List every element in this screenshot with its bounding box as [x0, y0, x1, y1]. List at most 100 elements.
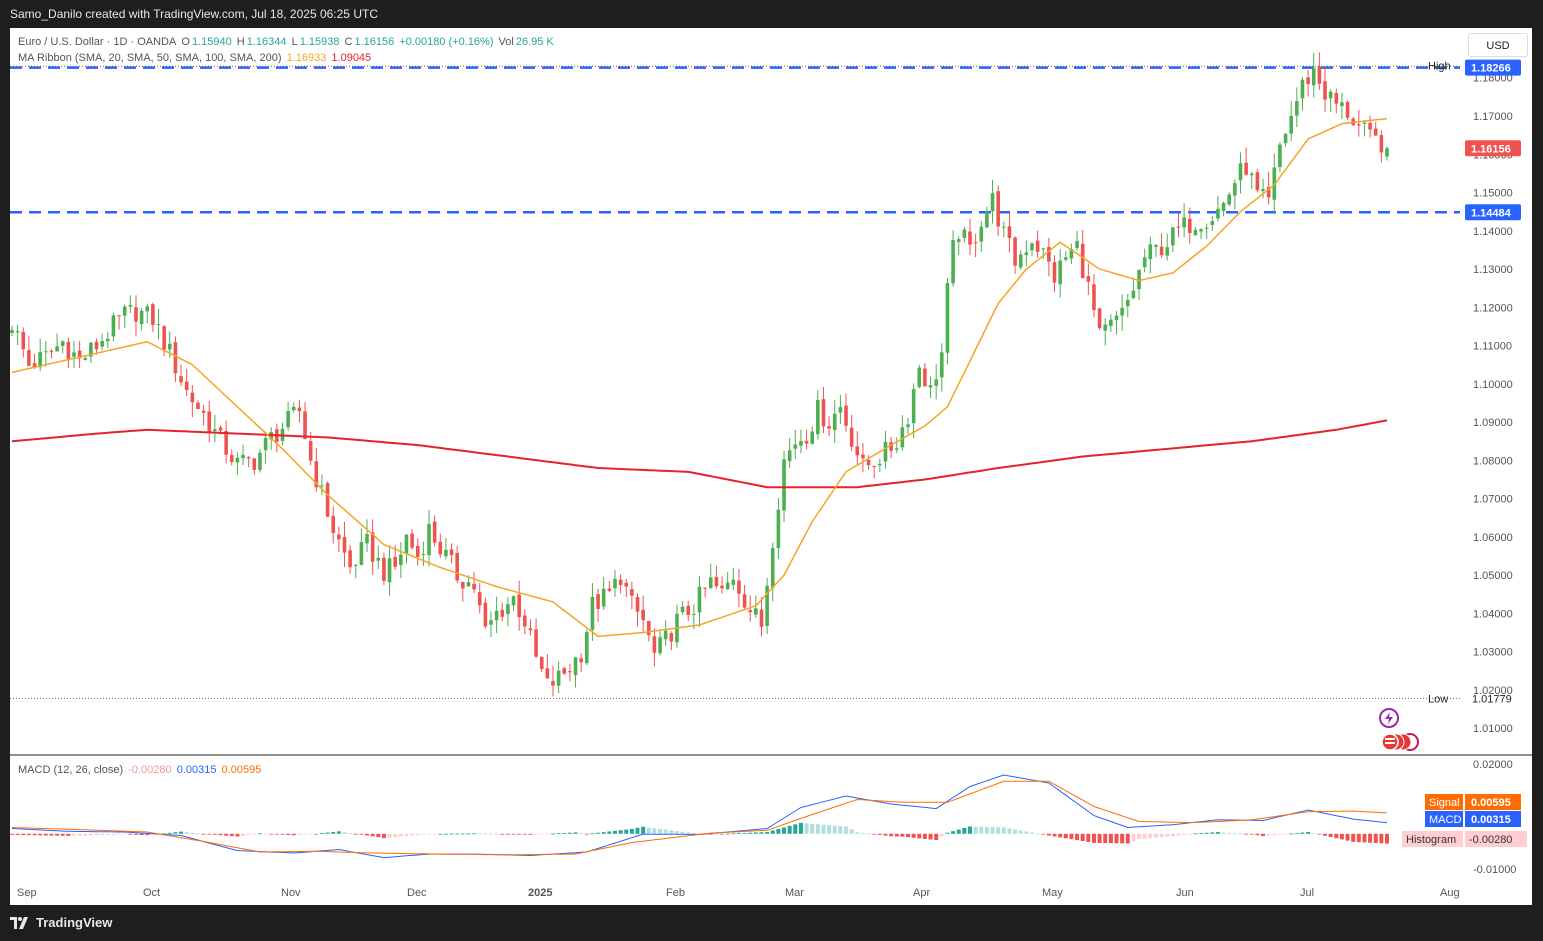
ma200-value: 1.09045 [331, 52, 372, 64]
candle-body [1109, 319, 1113, 326]
candle-body [241, 454, 245, 459]
candle-body [669, 633, 674, 642]
macd-histogram-bar [1046, 833, 1051, 836]
candle-body [754, 608, 758, 615]
price-tick-label: 1.11000 [1473, 341, 1512, 353]
candle-body [156, 324, 161, 326]
macd-histogram-bar [1351, 833, 1356, 842]
currency-button[interactable]: USD [1468, 33, 1528, 57]
candle-body [866, 459, 871, 466]
candle-body [291, 407, 296, 411]
candle-body [1311, 67, 1316, 86]
candle-body [1137, 269, 1141, 290]
macd-histogram-bar [1300, 832, 1305, 834]
macd-histogram-bar [55, 833, 60, 836]
macd-histogram-bar [359, 833, 364, 835]
macd-histogram-bar [894, 833, 899, 837]
candle-body [1047, 247, 1051, 262]
time-tick-label: Mar [785, 887, 804, 899]
macd-histogram-bar [725, 833, 730, 835]
chart-svg[interactable]: 1.190001.180001.170001.160001.150001.140… [10, 28, 1532, 905]
candle-body [511, 596, 516, 606]
macd-tick-label: -0.01000 [1473, 864, 1516, 876]
macd-histogram-bar [624, 829, 629, 834]
macd-title[interactable]: MACD (12, 26, close) [18, 764, 124, 776]
macd-histogram-bar [32, 833, 37, 836]
change-value: +0.00180 (+0.16%) [399, 36, 494, 48]
candle-body [444, 549, 448, 557]
macd-histogram-bar [1227, 832, 1232, 834]
macd-histogram-bar [1137, 833, 1142, 840]
candle-body [1210, 221, 1215, 225]
legend-macd: MACD (12, 26, close) -0.00280 0.00315 0.… [18, 764, 263, 776]
macd-histogram-bar [1311, 833, 1316, 835]
macd-histogram-bar [635, 827, 640, 834]
candle-body [990, 193, 995, 212]
macd-histogram-bar [500, 833, 505, 835]
candle-body [1002, 226, 1006, 228]
candle-body [646, 621, 651, 636]
lightning-icon[interactable] [1379, 708, 1399, 728]
macd-histogram-bar [1052, 833, 1057, 837]
candle-body [737, 580, 741, 594]
flag-events-icon[interactable] [1381, 733, 1419, 751]
macd-histogram-bar [1238, 833, 1243, 835]
candle-body [906, 424, 910, 428]
macd-histogram-bar [235, 833, 240, 837]
candle-body [782, 459, 786, 511]
macd-histogram-bar [691, 833, 696, 834]
macd-histogram-bar [612, 830, 617, 834]
tradingview-logo[interactable]: TradingView [10, 905, 112, 941]
macd-histogram-bar [1210, 832, 1215, 834]
candle-body [382, 557, 386, 581]
candle-body [483, 602, 488, 627]
macd-histogram-bar [145, 833, 150, 836]
macd-histogram-bar [1029, 832, 1034, 834]
price-tick-label: 1.02000 [1473, 685, 1513, 697]
candle-body [962, 229, 967, 238]
macd-histogram-bar [77, 833, 82, 836]
candle-body [246, 457, 251, 459]
chart-area[interactable]: 1.190001.180001.170001.160001.150001.140… [10, 28, 1532, 905]
price-tick-label: 1.03000 [1473, 647, 1513, 659]
price-tick-label: 1.17000 [1473, 111, 1513, 123]
macd-histogram-bar [584, 833, 589, 835]
macd-histogram-bar [1199, 833, 1204, 834]
macd-histogram-bar [241, 833, 246, 836]
legend-ma: MA Ribbon (SMA, 20, SMA, 50, SMA, 100, S… [18, 52, 373, 64]
macd-histogram-bar [286, 833, 291, 835]
candle-body [387, 558, 392, 583]
macd-histogram-bar [466, 833, 471, 835]
candle-body [663, 630, 668, 640]
price-tick-label: 1.12000 [1473, 302, 1513, 314]
macd-histogram-bar [1159, 833, 1164, 838]
macd-histogram-bar [308, 833, 313, 835]
candle-body [399, 554, 403, 566]
macd-histogram-bar [770, 830, 775, 834]
macd-histogram-bar [280, 833, 285, 835]
candle-body [652, 636, 657, 653]
macd-histogram-bar [522, 833, 527, 835]
candle-body [720, 585, 724, 589]
candle-body [821, 399, 826, 427]
candle-body [923, 368, 927, 387]
candle-body [1165, 247, 1170, 256]
candle-body [556, 670, 561, 686]
macd-histogram-bar [410, 833, 415, 836]
ma-title[interactable]: MA Ribbon (SMA, 20, SMA, 50, SMA, 100, S… [18, 52, 282, 64]
candle-body [66, 341, 71, 360]
price-tick-label: 1.01000 [1473, 723, 1513, 735]
macd-histogram-bar [939, 833, 944, 837]
macd-histogram-bar [1317, 833, 1322, 835]
candle-body [308, 441, 313, 461]
symbol-name[interactable]: Euro / U.S. Dollar · 1D · OANDA [18, 36, 177, 48]
macd-histogram-bar [1041, 833, 1046, 835]
bottom-bar: TradingView [0, 905, 1543, 941]
credit-text: Samo_Danilo created with TradingView.com… [10, 7, 378, 21]
macd-tag-label: MACD [1429, 814, 1461, 826]
macd-histogram-bar [815, 824, 820, 834]
candle-body [1233, 183, 1237, 196]
histogram-value: -0.00280 [1469, 834, 1512, 846]
candle-body [1030, 243, 1034, 251]
candle-body [1221, 203, 1226, 212]
